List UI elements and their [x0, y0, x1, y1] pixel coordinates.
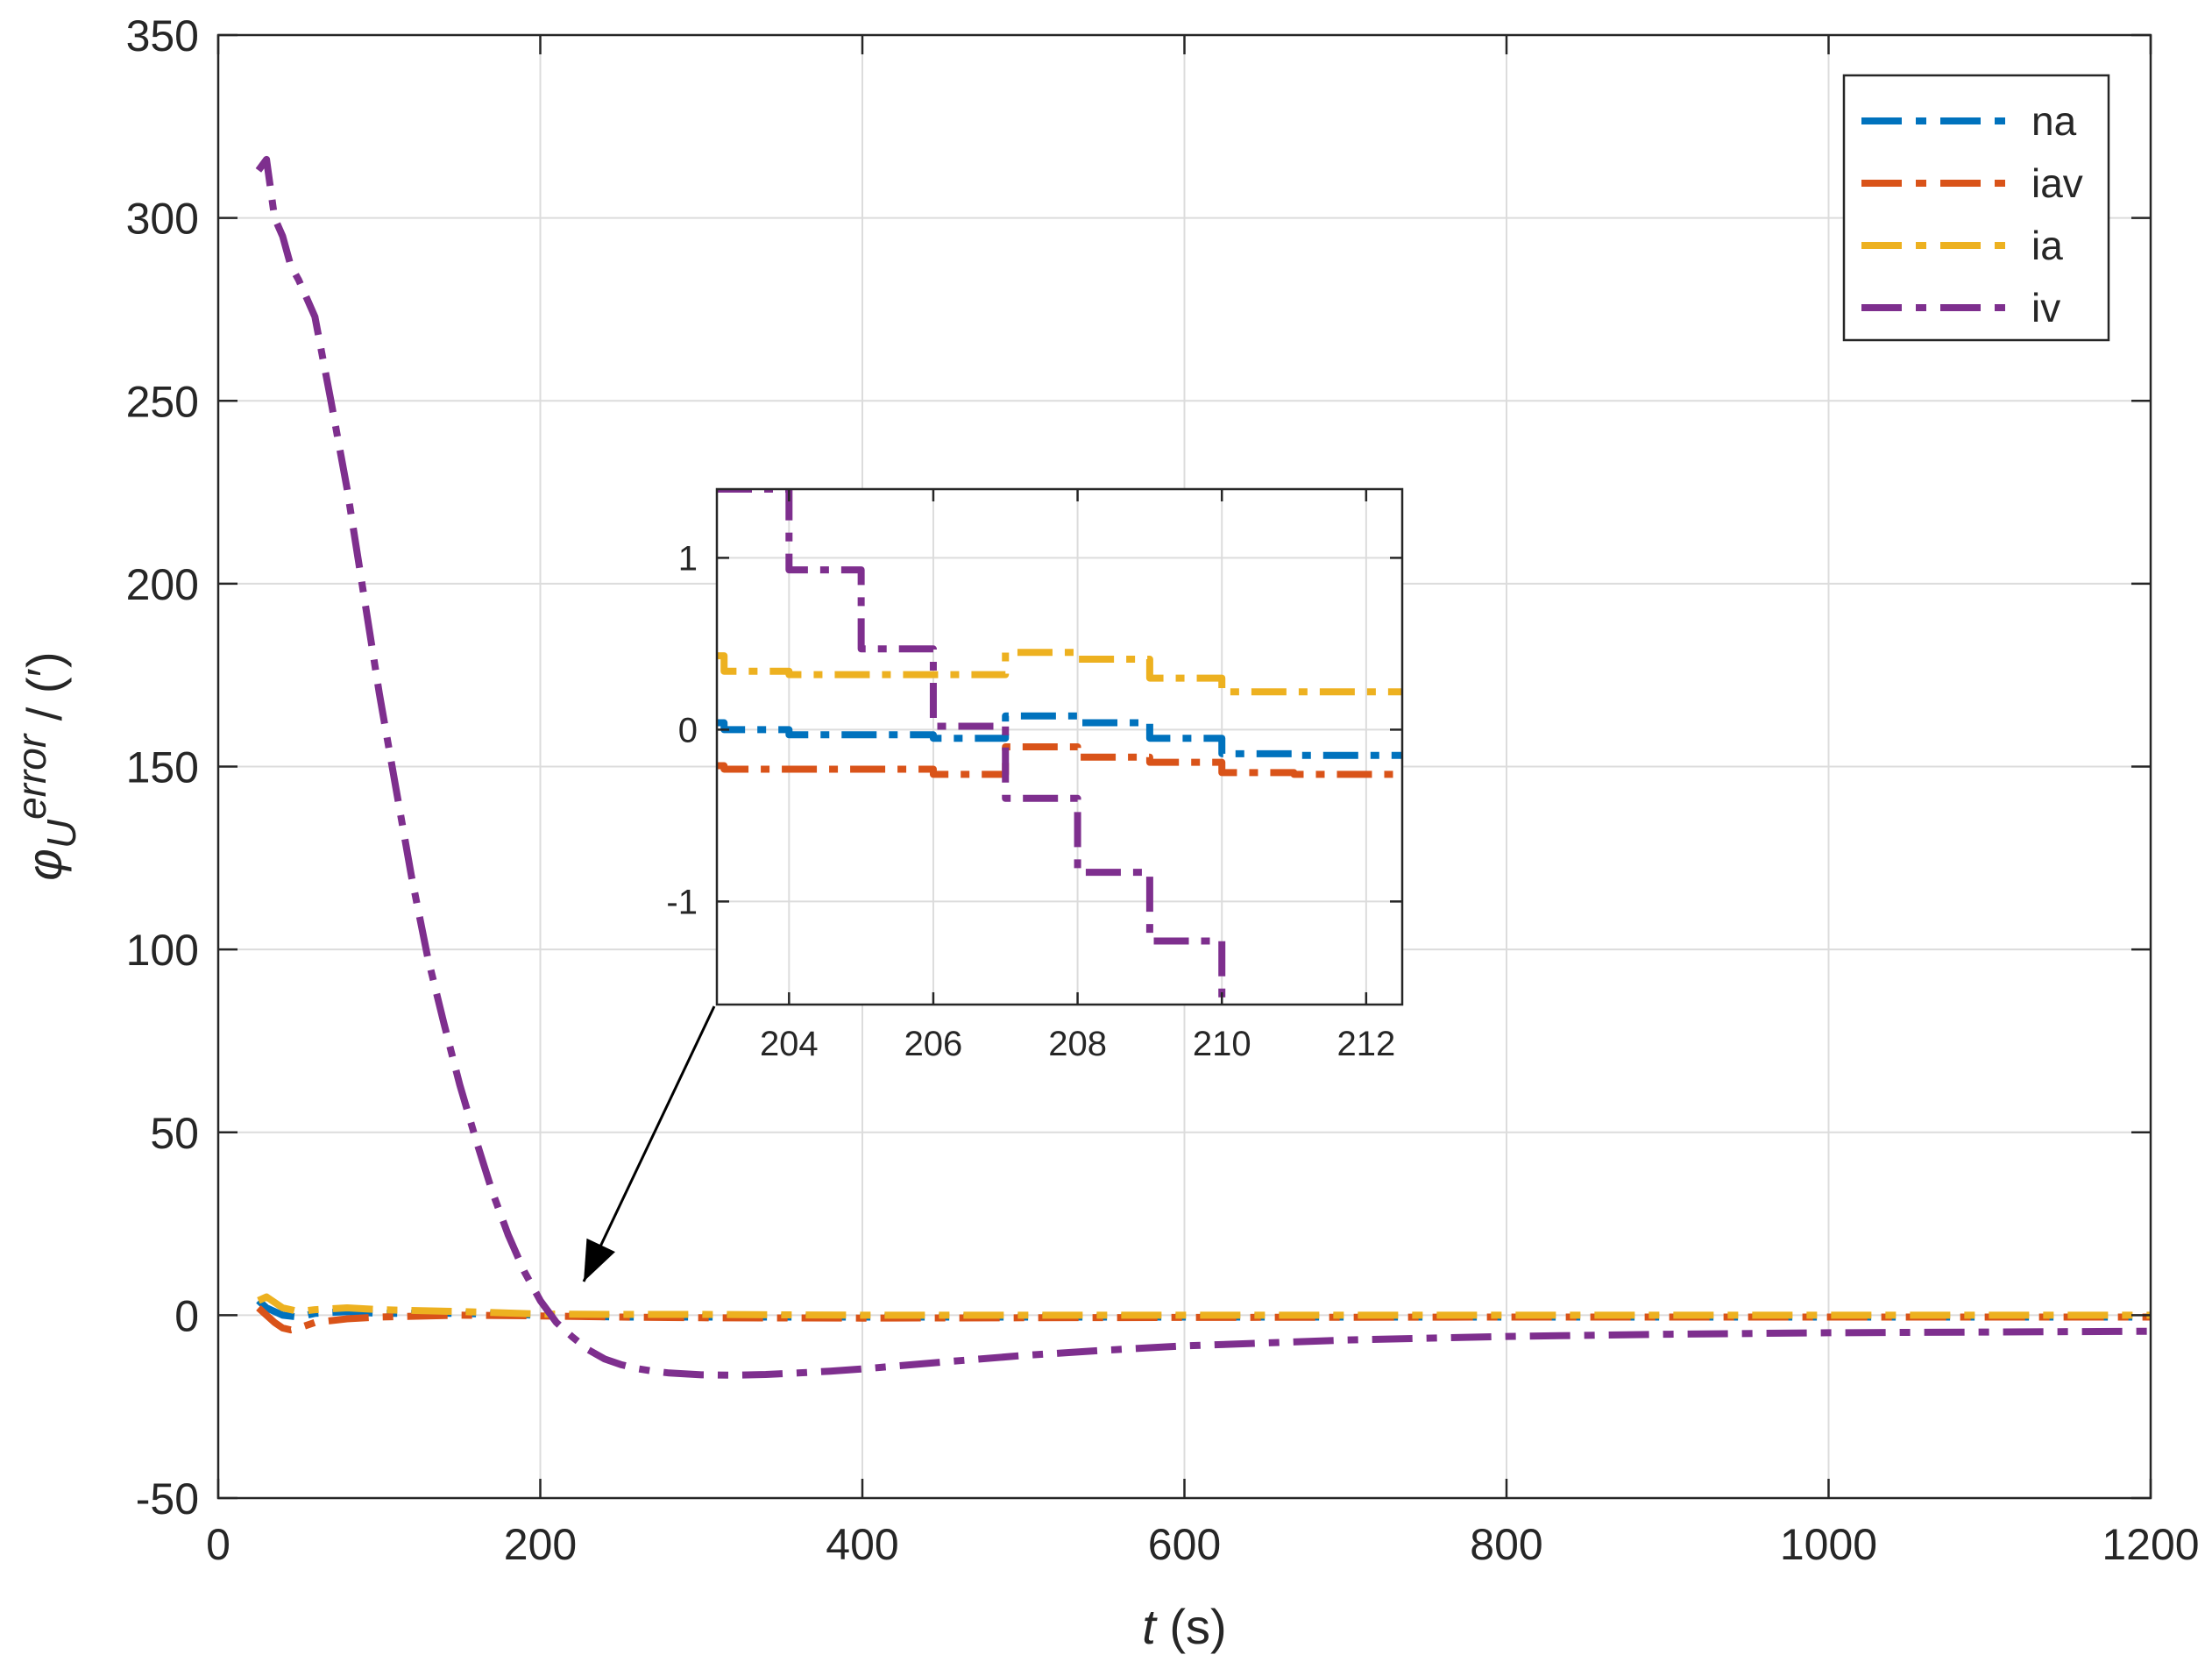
main-xtick-label: 600 [1148, 1520, 1221, 1569]
inset-ytick-label: 0 [678, 711, 698, 749]
main-xtick-label: 0 [206, 1520, 230, 1569]
x-axis-label-unit: (s) [1156, 1599, 1227, 1654]
main-ytick-label: -50 [136, 1474, 199, 1523]
main-series-iv [255, 155, 2151, 1379]
annotation-arrow [582, 1005, 716, 1282]
annotation-arrow-head [584, 1238, 615, 1282]
y-axis-label: φUerror / (′) [9, 651, 84, 880]
legend-label-iv: iv [2031, 285, 2060, 330]
main-plot: 0 200 400 600 800 1000 1200-500501001502002503… [9, 11, 2200, 1654]
inset-series-na [717, 712, 1402, 759]
inset-ytick-label: -1 [666, 883, 698, 921]
legend-label-ia: ia [2031, 223, 2063, 268]
x-axis-label-symbol: t [1142, 1599, 1158, 1654]
main-xtick-label: 800 [1470, 1520, 1542, 1569]
main-series-iav [256, 1305, 2151, 1334]
main-ytick-label: 0 [174, 1291, 199, 1340]
main-ytick-label: 100 [126, 926, 199, 975]
y-axis-label-superscript: error [9, 733, 54, 820]
inset-xtick-label: 206 [904, 1025, 963, 1063]
legend-label-na: na [2031, 98, 2077, 144]
inset-xtick-label: 208 [1048, 1025, 1107, 1063]
inset-plot: 204 206 208 210 212 -1 0 1 [666, 487, 1404, 1063]
main-ytick-label: 300 [126, 195, 199, 244]
main-ytick-label: 200 [126, 560, 199, 609]
legend-item-iav: iav [1861, 160, 2083, 206]
y-axis-label-text: φUerror / (′) [9, 651, 84, 880]
legend: na iav ia iv [1842, 74, 2110, 342]
inset-series-iav [717, 743, 1402, 778]
inset-axes-frame [715, 487, 1404, 1006]
main-series-group [255, 155, 2151, 1379]
inset-series-ia [717, 649, 1402, 696]
main-xtick-label: 200 [504, 1520, 577, 1569]
inset-plot-area [717, 489, 1402, 1005]
main-xtick-label: 1200 [2102, 1520, 2199, 1569]
legend-item-ia: ia [1861, 223, 2063, 268]
legend-label-iav: iav [2031, 160, 2083, 206]
x-axis-label: t (s) [1142, 1599, 1226, 1654]
y-axis-label-symbol: φ [17, 849, 72, 881]
main-ytick-label: 150 [126, 743, 199, 792]
y-axis-label-unit: / (′) [17, 651, 72, 734]
annotation-arrow-shaft [582, 1005, 716, 1282]
main-xtick-label: 1000 [1780, 1520, 1877, 1569]
main-xtick-label: 400 [826, 1520, 898, 1569]
inset-xtick-label: 204 [760, 1025, 819, 1063]
inset-ytick-label: 1 [678, 539, 698, 578]
y-axis-label-subscript: U [39, 819, 84, 849]
inset-xtick-label: 210 [1193, 1025, 1251, 1063]
main-ytick-label: 50 [150, 1109, 199, 1158]
inset-xtick-label: 212 [1336, 1025, 1395, 1063]
legend-item-iv: iv [1861, 285, 2060, 330]
inset-series-group [717, 489, 1402, 1005]
main-series-ia [257, 1293, 2151, 1319]
main-ytick-label: 250 [126, 377, 199, 426]
inset-series-iv [717, 489, 1226, 1005]
legend-item-na: na [1861, 98, 2077, 144]
main-ytick-label: 350 [126, 11, 199, 60]
